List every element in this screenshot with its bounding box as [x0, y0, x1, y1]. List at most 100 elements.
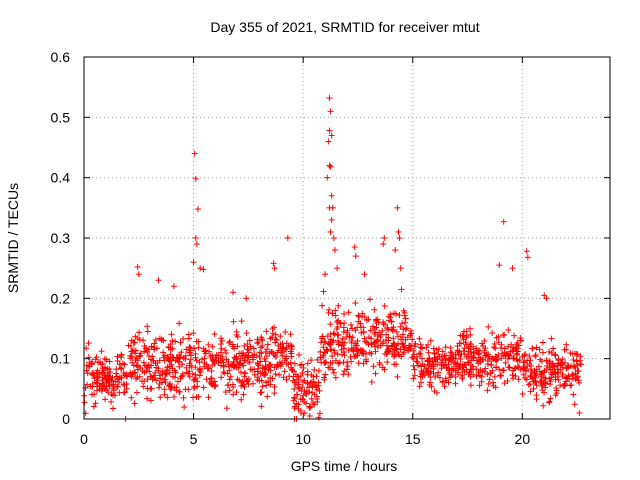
data-point [257, 389, 264, 396]
data-point [481, 349, 488, 356]
data-point [352, 342, 359, 349]
data-point [443, 352, 450, 359]
data-point [192, 235, 199, 241]
data-point [367, 327, 374, 334]
data-point [113, 373, 120, 380]
data-point [385, 347, 392, 354]
data-point [493, 364, 500, 371]
data-point [330, 330, 337, 337]
data-point [88, 361, 95, 368]
data-point [459, 361, 466, 368]
data-point [105, 379, 112, 386]
data-point [257, 358, 264, 365]
data-point [128, 353, 135, 360]
data-point [329, 353, 336, 360]
data-point [226, 338, 233, 345]
data-point [373, 324, 380, 331]
data-point [399, 320, 406, 327]
data-point [499, 367, 506, 374]
data-point [231, 354, 238, 361]
data-point [361, 271, 368, 278]
data-point [104, 372, 111, 379]
x-tick-label: 15 [405, 431, 421, 447]
data-point [319, 333, 326, 340]
data-point [185, 386, 192, 393]
data-point [324, 333, 331, 340]
data-point [351, 353, 358, 360]
data-point [134, 357, 141, 364]
data-point [478, 340, 485, 347]
data-point [144, 395, 151, 402]
data-point [94, 380, 101, 387]
data-point [160, 337, 167, 344]
data-point [336, 359, 343, 366]
data-point [354, 337, 361, 344]
data-point [341, 352, 348, 359]
data-point [303, 387, 310, 394]
data-point [186, 373, 193, 380]
data-point [192, 175, 199, 182]
data-point [206, 348, 213, 355]
data-point [427, 368, 434, 375]
data-point [148, 343, 155, 350]
data-point [542, 375, 549, 382]
data-point [442, 344, 449, 351]
data-point [259, 337, 266, 344]
data-point [538, 371, 545, 378]
data-point [217, 341, 224, 348]
data-point [190, 259, 197, 266]
data-point [205, 341, 212, 348]
data-point [116, 389, 123, 396]
data-point [180, 335, 187, 342]
data-point [271, 364, 278, 371]
data-point [357, 320, 364, 327]
data-point [501, 380, 508, 387]
data-point [114, 358, 121, 365]
data-point [308, 395, 315, 402]
data-point [473, 373, 480, 380]
data-point [449, 355, 456, 362]
data-point [528, 368, 535, 375]
data-point [328, 216, 335, 223]
data-point [397, 346, 404, 353]
y-tick-label: 0.6 [51, 49, 71, 65]
data-point [209, 352, 216, 359]
data-point [454, 343, 461, 350]
data-point [291, 386, 298, 393]
data-point [510, 355, 517, 362]
data-point [101, 355, 108, 362]
data-point [159, 371, 166, 378]
data-point [86, 363, 93, 370]
data-point [443, 365, 450, 372]
data-point [241, 357, 248, 364]
data-point [96, 386, 103, 393]
data-point [277, 345, 284, 352]
y-tick-label: 0.3 [51, 230, 71, 246]
data-point [151, 340, 158, 347]
data-point [176, 359, 183, 366]
data-point [547, 366, 554, 373]
data-point [179, 370, 186, 377]
data-point [439, 357, 446, 364]
data-point [315, 414, 322, 421]
data-point [211, 383, 218, 390]
data-point [548, 335, 555, 342]
data-point [346, 333, 353, 340]
data-point [459, 372, 466, 379]
data-point [476, 372, 483, 379]
data-point [100, 382, 107, 389]
data-point [164, 363, 171, 370]
data-point [414, 354, 421, 361]
data-point [250, 345, 257, 352]
x-tick-label: 5 [190, 431, 198, 447]
data-point [527, 366, 534, 373]
data-point [513, 350, 520, 357]
data-point [571, 401, 578, 408]
data-point [157, 394, 164, 401]
data-point [314, 396, 321, 403]
data-point [360, 360, 367, 367]
data-point [559, 361, 566, 368]
data-point [201, 355, 208, 362]
data-point [374, 336, 381, 343]
